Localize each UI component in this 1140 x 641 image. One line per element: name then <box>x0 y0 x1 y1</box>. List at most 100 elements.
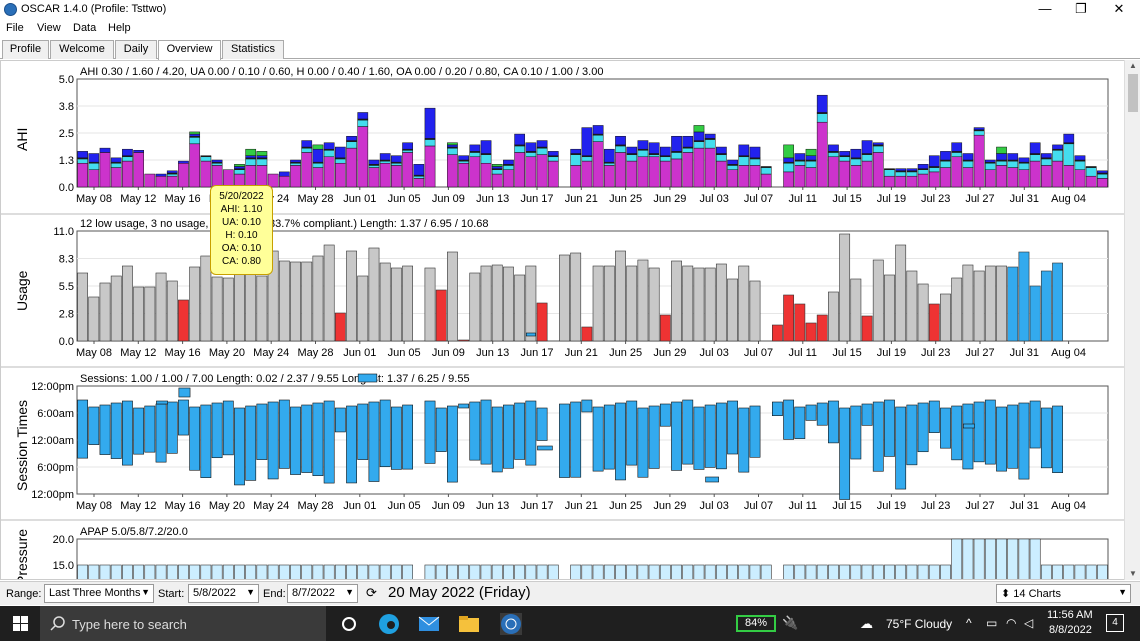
ahi-bar-oa <box>704 133 716 139</box>
ahi-bar-oa <box>335 146 346 159</box>
scrollbar-thumb[interactable] <box>1128 74 1138 112</box>
menu-view[interactable]: View <box>37 22 61 34</box>
session-x-tick: Jun 21 <box>565 500 598 512</box>
start-date-picker[interactable]: 5/8/2022 ▼ <box>188 584 259 603</box>
ahi-bar-h <box>760 167 772 175</box>
vertical-scrollbar[interactable]: ▲ ▼ <box>1124 60 1140 580</box>
ahi-bar-ahi <box>704 147 716 188</box>
windows-start-icon[interactable] <box>13 616 28 631</box>
pressure-y-tick: 15.0 <box>53 560 74 572</box>
menu-file[interactable]: File <box>6 22 24 34</box>
windows-taskbar: Type here to search 84% 🔌 ☁ 75°F Cloudy … <box>0 606 1140 641</box>
clock-date[interactable]: 8/8/2022 <box>1049 624 1092 636</box>
ahi-bar-h <box>603 162 615 166</box>
taskbar-search-box[interactable]: Type here to search <box>40 606 326 641</box>
usage-bar <box>738 265 750 342</box>
ahi-bar-h <box>301 147 313 153</box>
ahi-bar-oa <box>828 144 839 152</box>
session-y-tick: 6:00am <box>37 408 74 420</box>
ahi-bar-ahi <box>671 158 682 188</box>
volume-icon[interactable]: ◁ <box>1024 616 1034 630</box>
ahi-bar-ahi <box>872 152 884 188</box>
ahi-bar-ahi <box>88 169 100 188</box>
usage-x-tick: Jun 29 <box>653 347 686 359</box>
ahi-bar-ahi <box>200 160 212 188</box>
session-bar <box>133 407 145 455</box>
ahi-bar-ahi <box>267 173 279 188</box>
session-bar <box>155 403 167 463</box>
ahi-bar-oa <box>592 125 604 135</box>
close-button[interactable]: ✕ <box>1113 1 1125 16</box>
ahi-bar-ahi <box>368 167 380 188</box>
session-bar <box>872 401 884 472</box>
reset-range-icon[interactable]: ⟳ <box>366 585 377 600</box>
ahi-bar-ahi <box>301 152 313 188</box>
ahi-bar-oa <box>805 155 817 161</box>
session-bar <box>323 400 335 484</box>
usage-bar <box>581 326 593 342</box>
session-x-tick: Jun 13 <box>476 500 509 512</box>
range-select[interactable]: Last Three Months ▼ <box>44 584 154 603</box>
ahi-bar-ca <box>256 151 268 156</box>
battery-indicator[interactable]: 84% <box>736 615 776 632</box>
pressure-bar <box>940 564 951 579</box>
ahi-bar-ahi <box>122 160 133 188</box>
task-view-icon[interactable] <box>338 613 360 635</box>
tab-daily[interactable]: Daily <box>115 40 157 59</box>
file-explorer-icon[interactable] <box>458 613 480 635</box>
tab-overview[interactable]: Overview <box>158 40 221 60</box>
ahi-bar-h <box>122 156 133 162</box>
ahi-bar-ahi <box>536 154 548 188</box>
pressure-bar <box>637 564 649 579</box>
ahi-bar-oa <box>357 112 369 120</box>
pressure-bar <box>715 564 727 579</box>
charts-select-value: 14 Charts <box>1013 588 1061 600</box>
pressure-bar <box>671 564 682 579</box>
ahi-y-tick: 3.8 <box>59 101 74 113</box>
ahi-x-tick: Jun 29 <box>653 193 686 205</box>
maximize-button[interactable]: ❐ <box>1075 1 1087 16</box>
usage-bar <box>648 267 660 342</box>
mail-icon[interactable] <box>418 613 440 635</box>
wifi-icon[interactable]: ◠ <box>1006 616 1017 630</box>
tab-statistics[interactable]: Statistics <box>222 40 284 59</box>
ahi-bar-oa <box>996 153 1007 161</box>
menu-data[interactable]: Data <box>73 22 97 34</box>
ahi-bar-h <box>626 154 638 162</box>
tab-profile[interactable]: Profile <box>2 40 49 59</box>
pressure-bar <box>839 564 851 579</box>
charts-select[interactable]: ⬍ 14 Charts ▼ <box>996 584 1131 603</box>
ahi-x-tick: Jul 31 <box>1010 193 1039 205</box>
end-date-value: 8/7/2022 <box>292 587 335 599</box>
ahi-bar-oa <box>458 155 469 161</box>
weather-text[interactable]: 75°F Cloudy <box>886 617 953 631</box>
scroll-down-icon[interactable]: ▼ <box>1129 569 1137 578</box>
ahi-bar-ahi <box>323 156 335 188</box>
scroll-up-icon[interactable]: ▲ <box>1129 61 1137 70</box>
oscar-taskbar-icon[interactable] <box>500 613 522 635</box>
pressure-bar <box>390 564 402 579</box>
usage-bar <box>559 254 570 342</box>
clock-time[interactable]: 11:56 AM <box>1047 609 1093 621</box>
usage-bar <box>312 255 324 342</box>
notification-badge[interactable]: 4 <box>1106 614 1124 632</box>
pressure-bar <box>1096 564 1108 579</box>
minimize-button[interactable]: — <box>1038 1 1052 16</box>
chevron-up-icon[interactable]: ^ <box>966 616 972 630</box>
menu-help[interactable]: Help <box>108 22 131 34</box>
end-date-picker[interactable]: 8/7/2022 ▼ <box>287 584 358 603</box>
ahi-bar-h <box>637 150 649 158</box>
ahi-x-tick: Jun 09 <box>432 193 465 205</box>
network-icon[interactable]: ▭ <box>986 616 998 630</box>
ahi-bar-h <box>110 162 122 168</box>
ahi-bar-ahi <box>1052 160 1063 188</box>
pressure-bar <box>805 564 817 579</box>
ahi-bar-h <box>861 154 873 162</box>
ahi-y-tick: 5.0 <box>59 74 74 86</box>
tab-welcome[interactable]: Welcome <box>50 40 114 59</box>
ahi-x-tick: Jul 15 <box>832 193 861 205</box>
ahi-bar-h <box>581 156 593 162</box>
usage-x-tick: Aug 04 <box>1051 347 1086 359</box>
usage-bar <box>984 265 996 342</box>
edge-browser-icon[interactable] <box>378 613 400 635</box>
